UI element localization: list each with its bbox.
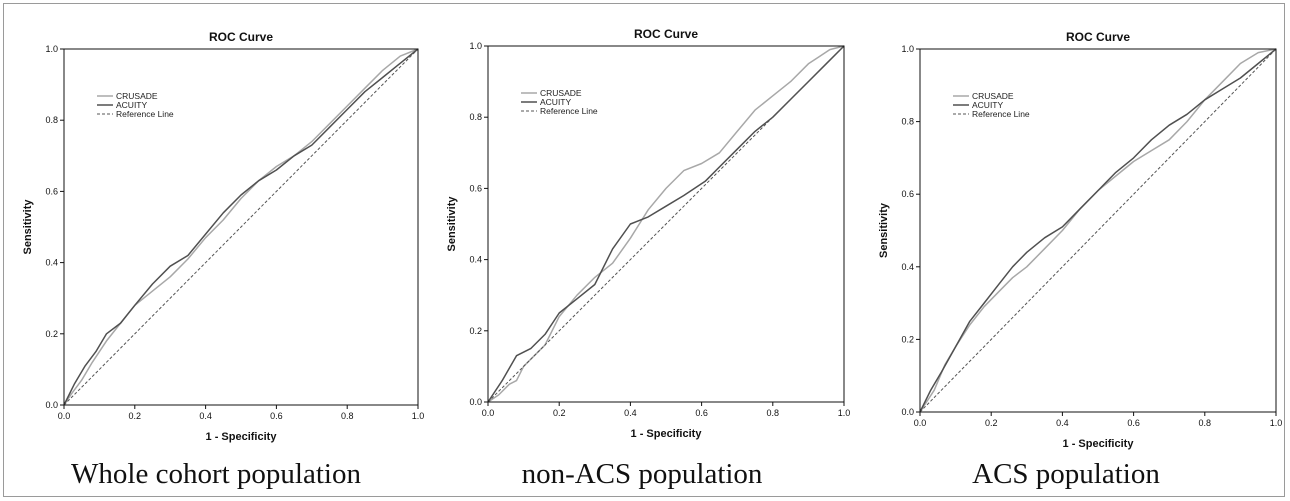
x-tick-label: 0.0: [482, 408, 495, 418]
caption-non-acs: non-ACS population: [521, 458, 763, 490]
panel-non-acs: ROC Curve 0.0 0.2 0.4 0.6 0.8 1.0 0.0 0.2 0.4 0.6 0…: [432, 20, 852, 452]
x-tick-label: 0.6: [1127, 418, 1140, 428]
legend-label-reference-line: Reference Line: [116, 109, 174, 119]
x-tick-label: 0.8: [767, 408, 780, 418]
x-axis-label: 1 - Specificity: [631, 428, 703, 440]
roc-chart-acs: ROC Curve 0.0 0.2 0.4 0.6 0.8 1.0 0.0 0.2 0.4 0.6 0…: [878, 30, 1282, 450]
caption-acs: ACS population: [972, 458, 1160, 490]
legend-label-reference-line: Reference Line: [540, 106, 598, 116]
plot-area: [920, 49, 1276, 412]
legend-label-acuity: ACUITY: [540, 97, 572, 107]
x-tick-label: 0.8: [1199, 418, 1212, 428]
y-tick-label: 0.8: [45, 115, 58, 125]
x-tick-label: 0.8: [341, 411, 354, 421]
y-tick-label: 0.2: [901, 334, 914, 344]
x-tick-label: 0.4: [199, 411, 212, 421]
x-axis-label: 1 - Specificity: [1063, 438, 1135, 450]
series-line-crusade: [63, 48, 419, 406]
axes-frame: [919, 48, 1277, 413]
legend-label-crusade: CRUSADE: [116, 91, 158, 101]
y-tick-label: 1.0: [45, 44, 58, 54]
y-axis-label: Sensitivity: [22, 199, 34, 255]
chart-title: ROC Curve: [209, 30, 273, 44]
caption-whole-cohort: Whole cohort population: [71, 458, 361, 490]
x-axis-label: 1 - Specificity: [206, 431, 278, 443]
y-tick-label: 0.6: [469, 183, 482, 193]
y-tick-label: 0.4: [901, 262, 914, 272]
x-tick-label: 1.0: [838, 408, 851, 418]
x-tick-label: 0.6: [270, 411, 283, 421]
x-tick-label: 1.0: [1270, 418, 1283, 428]
y-tick-label: 1.0: [901, 44, 914, 54]
series-line-reference-line: [487, 45, 845, 403]
panel-acs: ROC Curve 0.0 0.2 0.4 0.6 0.8 1.0 0.0 0.2 0.4 0.6 0…: [856, 20, 1282, 452]
y-tick-label: 0.6: [45, 186, 58, 196]
panel-whole-cohort: ROC Curve 0.0 0.2 0.4 0.6 0.8 1.0 0.0 0.2 0.4 0.6 0…: [6, 20, 426, 452]
chart-title: ROC Curve: [634, 27, 698, 41]
roc-chart-non-acs: ROC Curve 0.0 0.2 0.4 0.6 0.8 1.0 0.0 0.2 0.4 0.6 0…: [446, 27, 851, 440]
roc-chart-whole-cohort: ROC Curve 0.0 0.2 0.4 0.6 0.8 1.0 0.0 0.2 0.4 0.6 0…: [22, 30, 425, 443]
x-tick-label: 0.2: [553, 408, 566, 418]
y-axis-label: Sensitivity: [878, 202, 890, 258]
series-line-acuity: [919, 48, 1277, 413]
x-tick-label: 0.4: [624, 408, 637, 418]
x-tick-label: 0.0: [58, 411, 71, 421]
series-line-reference-line: [63, 48, 419, 406]
legend-label-acuity: ACUITY: [116, 100, 148, 110]
x-tick-label: 0.4: [1056, 418, 1069, 428]
y-tick-label: 0.0: [469, 397, 482, 407]
axes-frame: [487, 45, 845, 403]
y-tick-label: 1.0: [469, 41, 482, 51]
y-tick-label: 0.6: [901, 189, 914, 199]
y-axis-label: Sensitivity: [446, 196, 458, 252]
x-tick-label: 0.2: [985, 418, 998, 428]
legend-label-acuity: ACUITY: [972, 100, 1004, 110]
x-tick-label: 1.0: [412, 411, 425, 421]
x-tick-label: 0.6: [695, 408, 708, 418]
y-tick-label: 0.0: [901, 407, 914, 417]
series-line-acuity: [63, 48, 419, 406]
chart-title: ROC Curve: [1066, 30, 1130, 44]
y-tick-label: 0.8: [469, 112, 482, 122]
legend-label-crusade: CRUSADE: [540, 88, 582, 98]
x-tick-label: 0.2: [129, 411, 142, 421]
x-tick-label: 0.0: [914, 418, 927, 428]
axes-frame: [63, 48, 419, 406]
y-tick-label: 0.8: [901, 117, 914, 127]
y-tick-label: 0.4: [469, 255, 482, 265]
y-tick-label: 0.2: [469, 326, 482, 336]
y-tick-label: 0.0: [45, 400, 58, 410]
legend-label-crusade: CRUSADE: [972, 91, 1014, 101]
legend-label-reference-line: Reference Line: [972, 109, 1030, 119]
y-tick-label: 0.4: [45, 258, 58, 268]
y-tick-label: 0.2: [45, 329, 58, 339]
